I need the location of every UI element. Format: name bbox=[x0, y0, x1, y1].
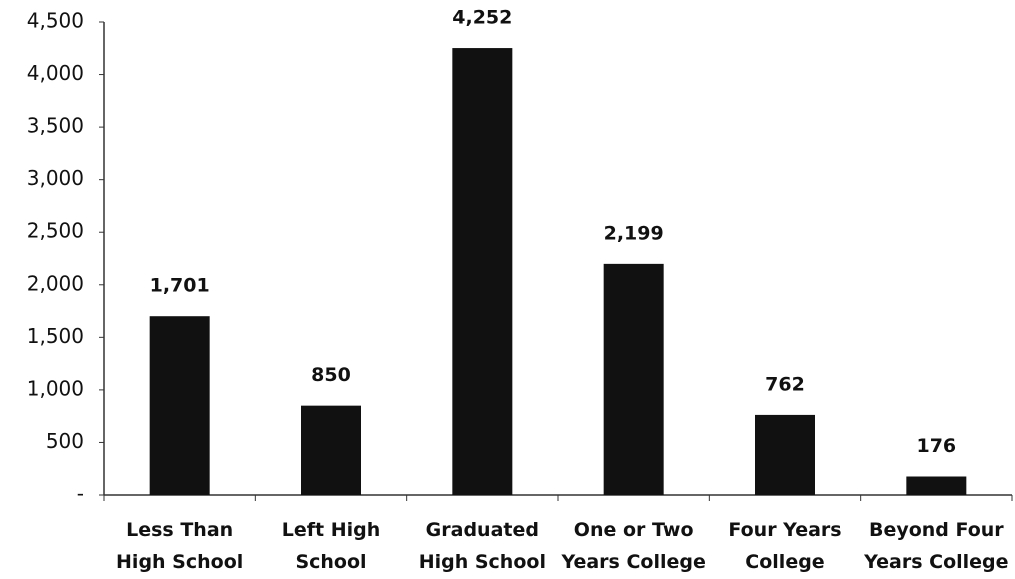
x-tick-label: Four Years College bbox=[728, 519, 842, 573]
y-tick-label: 500 bbox=[46, 429, 84, 453]
value-label: 4,252 bbox=[452, 7, 512, 29]
x-tick-label: Beyond Four Years College bbox=[864, 519, 1009, 573]
value-label: 850 bbox=[311, 364, 351, 386]
value-label: 176 bbox=[916, 435, 956, 457]
x-tick-label: Graduated High School bbox=[418, 519, 546, 573]
value-label: 2,199 bbox=[604, 222, 664, 244]
y-tick-label: 2,500 bbox=[27, 219, 84, 243]
y-tick-label: - bbox=[77, 482, 84, 506]
bar bbox=[301, 405, 361, 495]
bar bbox=[603, 263, 664, 495]
x-tick-label: Less Than High School bbox=[116, 519, 244, 573]
y-tick-label: 1,500 bbox=[27, 324, 84, 348]
value-label: 1,701 bbox=[150, 275, 210, 297]
y-tick-label: 3,500 bbox=[27, 114, 84, 138]
x-tick-label: Left High School bbox=[281, 519, 381, 573]
bar bbox=[906, 476, 967, 495]
y-tick-label: 2,000 bbox=[27, 271, 84, 295]
bar bbox=[755, 414, 815, 495]
x-tick-label: One or Two Years College bbox=[561, 519, 706, 573]
bar bbox=[149, 316, 210, 495]
bar bbox=[452, 48, 513, 495]
y-tick-label: 1,000 bbox=[27, 376, 84, 400]
y-tick-label: 4,000 bbox=[27, 61, 84, 85]
y-tick-label: 3,000 bbox=[27, 166, 84, 190]
value-label: 762 bbox=[765, 373, 805, 395]
y-tick-label: 4,500 bbox=[27, 9, 84, 33]
